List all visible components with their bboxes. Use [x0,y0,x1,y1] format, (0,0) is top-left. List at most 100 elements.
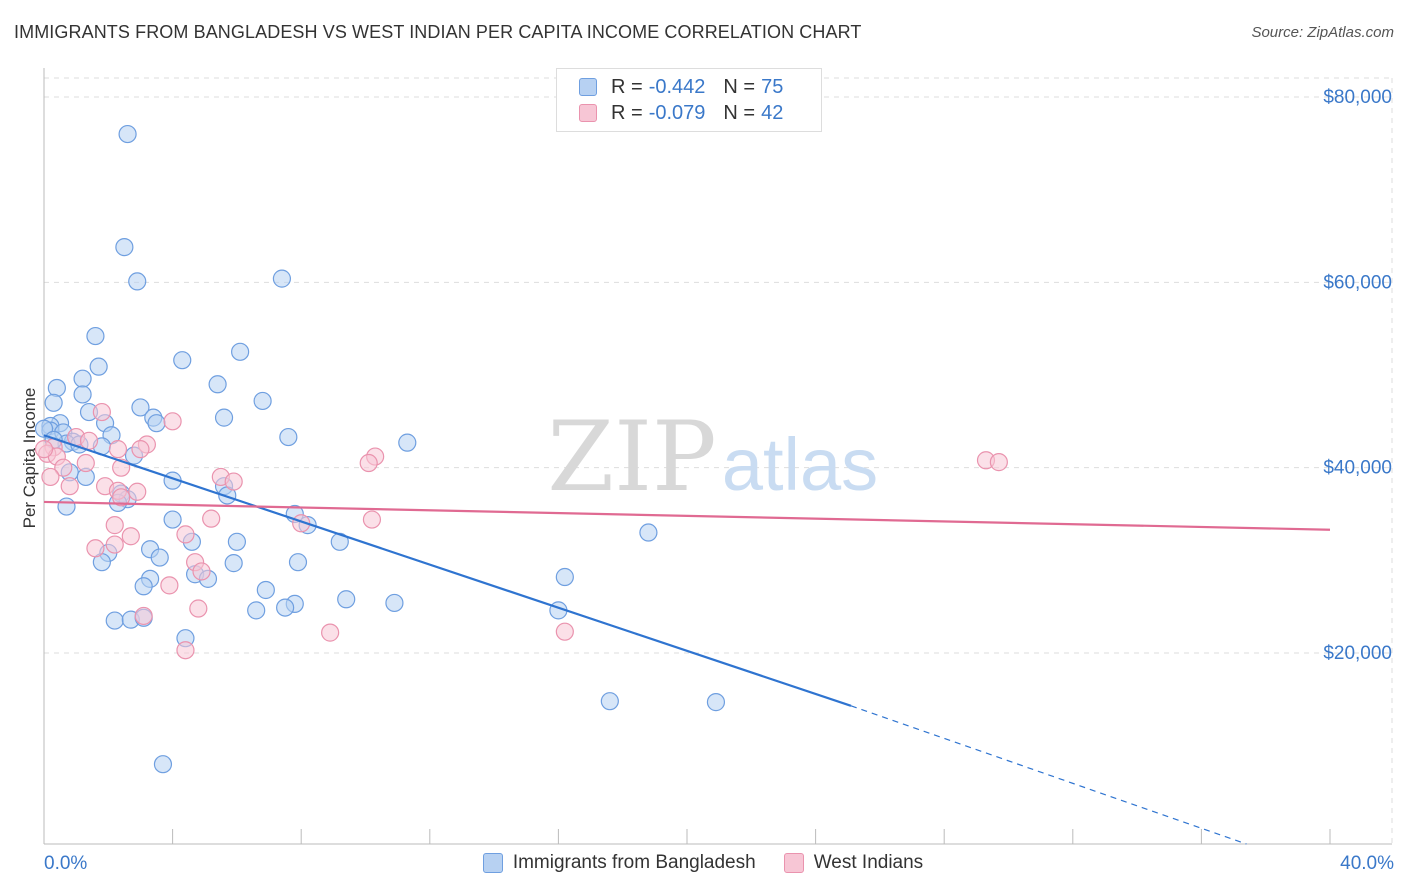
point-bangladesh [150,548,169,567]
point-bangladesh [214,408,234,427]
point-bangladesh [256,580,275,600]
legend-label: Immigrants from Bangladesh [512,852,756,873]
y-tick-label: $60,000 [1323,272,1392,293]
point-bangladesh [153,755,173,774]
trend-line-bangladesh [43,434,852,707]
point-bangladesh [279,427,298,447]
point-bangladesh [208,375,227,394]
point-bangladesh [118,124,137,144]
point-bangladesh [600,692,619,711]
point-bangladesh [706,693,726,712]
n-value: 42 [761,101,784,124]
y-tick-label: $40,000 [1323,458,1392,479]
point-bangladesh [57,497,76,516]
y-tick-label: $20,000 [1323,643,1392,664]
point-bangladesh [247,601,266,620]
point-bangladesh [86,326,105,346]
point-bangladesh [231,342,250,361]
legend-item-west-indians: West Indians [783,852,924,874]
source-label: Source: ZipAtlas.com [1251,24,1394,41]
point-west-indians [202,509,221,528]
point-bangladesh [134,577,153,596]
point-west-indians [989,453,1008,472]
y-tick-label: $80,000 [1323,87,1392,108]
point-west-indians [121,527,140,546]
legend-swatch-bangladesh [482,853,503,873]
n-label: N = [723,75,756,98]
chart-title: IMMIGRANTS FROM BANGLADESH VS WEST INDIA… [14,22,862,42]
point-bangladesh [227,532,246,551]
legend-row-bangladesh: R = -0.442 N = 75 [579,75,783,99]
point-bangladesh [337,590,356,609]
point-bangladesh [147,414,166,433]
point-bangladesh [398,433,417,452]
trend-line-west-indians [43,500,1331,531]
point-bangladesh [73,369,92,388]
x-tick-label: 40.0% [1340,853,1394,874]
data-points [34,124,1008,774]
watermark: ZIP atlas [547,401,878,513]
point-west-indians [128,482,147,501]
axes [43,68,1392,845]
point-bangladesh [163,510,182,529]
point-bangladesh [253,391,272,411]
point-bangladesh [224,554,243,573]
r-value: -0.079 [648,101,706,124]
point-west-indians [79,431,99,450]
point-bangladesh [131,398,150,417]
point-west-indians [176,525,195,544]
point-west-indians [359,453,378,473]
tick-labels: $20,000 $40,000 $60,000 $80,000 0.0% 40.0% [44,87,1394,874]
point-west-indians [105,516,124,535]
r-label: R = [611,75,643,98]
point-bangladesh [89,357,108,376]
point-bangladesh [47,378,66,398]
point-bangladesh [73,385,92,404]
point-west-indians [60,477,79,496]
point-bangladesh [639,523,658,542]
point-west-indians [112,488,131,507]
point-west-indians [92,402,111,422]
point-west-indians [321,623,340,642]
point-bangladesh [173,351,192,370]
point-west-indians [105,535,124,554]
point-west-indians [362,510,382,529]
legend-label: West Indians [813,852,924,873]
point-west-indians [189,599,208,618]
r-value: -0.442 [648,75,706,98]
point-bangladesh [272,269,292,288]
r-label: R = [611,101,643,124]
point-west-indians [54,458,73,477]
point-west-indians [134,606,153,626]
point-west-indians [86,539,105,558]
legend-swatch-bangladesh [579,78,597,96]
trend-lines [43,434,1331,845]
point-west-indians [34,440,54,459]
grid-lines [44,77,1393,844]
point-bangladesh [128,272,147,291]
point-west-indians [224,472,243,491]
n-value: 75 [761,75,784,98]
n-label: N = [723,101,756,124]
watermark-atlas: atlas [722,423,878,506]
legend-row-west-indians: R = -0.079 N = 42 [579,101,783,125]
point-west-indians [192,562,211,581]
point-bangladesh [115,238,134,257]
point-bangladesh [105,611,124,630]
point-bangladesh [276,598,295,617]
point-bangladesh [555,567,574,587]
point-bangladesh [44,393,63,412]
point-west-indians [76,453,95,473]
point-west-indians [108,440,128,459]
point-bangladesh [288,553,308,572]
point-west-indians [160,576,179,595]
point-west-indians [163,412,182,431]
trend-line-bangladesh-extension [850,705,1247,845]
point-west-indians [131,440,150,459]
series-legend: Immigrants from Bangladesh West Indians [0,852,1406,874]
legend-item-bangladesh: Immigrants from Bangladesh [482,852,756,874]
point-west-indians [41,467,60,487]
x-tick-label: 0.0% [44,853,87,874]
correlation-legend: R = -0.442 N = 75 R = -0.079 N = 42 [556,68,822,132]
